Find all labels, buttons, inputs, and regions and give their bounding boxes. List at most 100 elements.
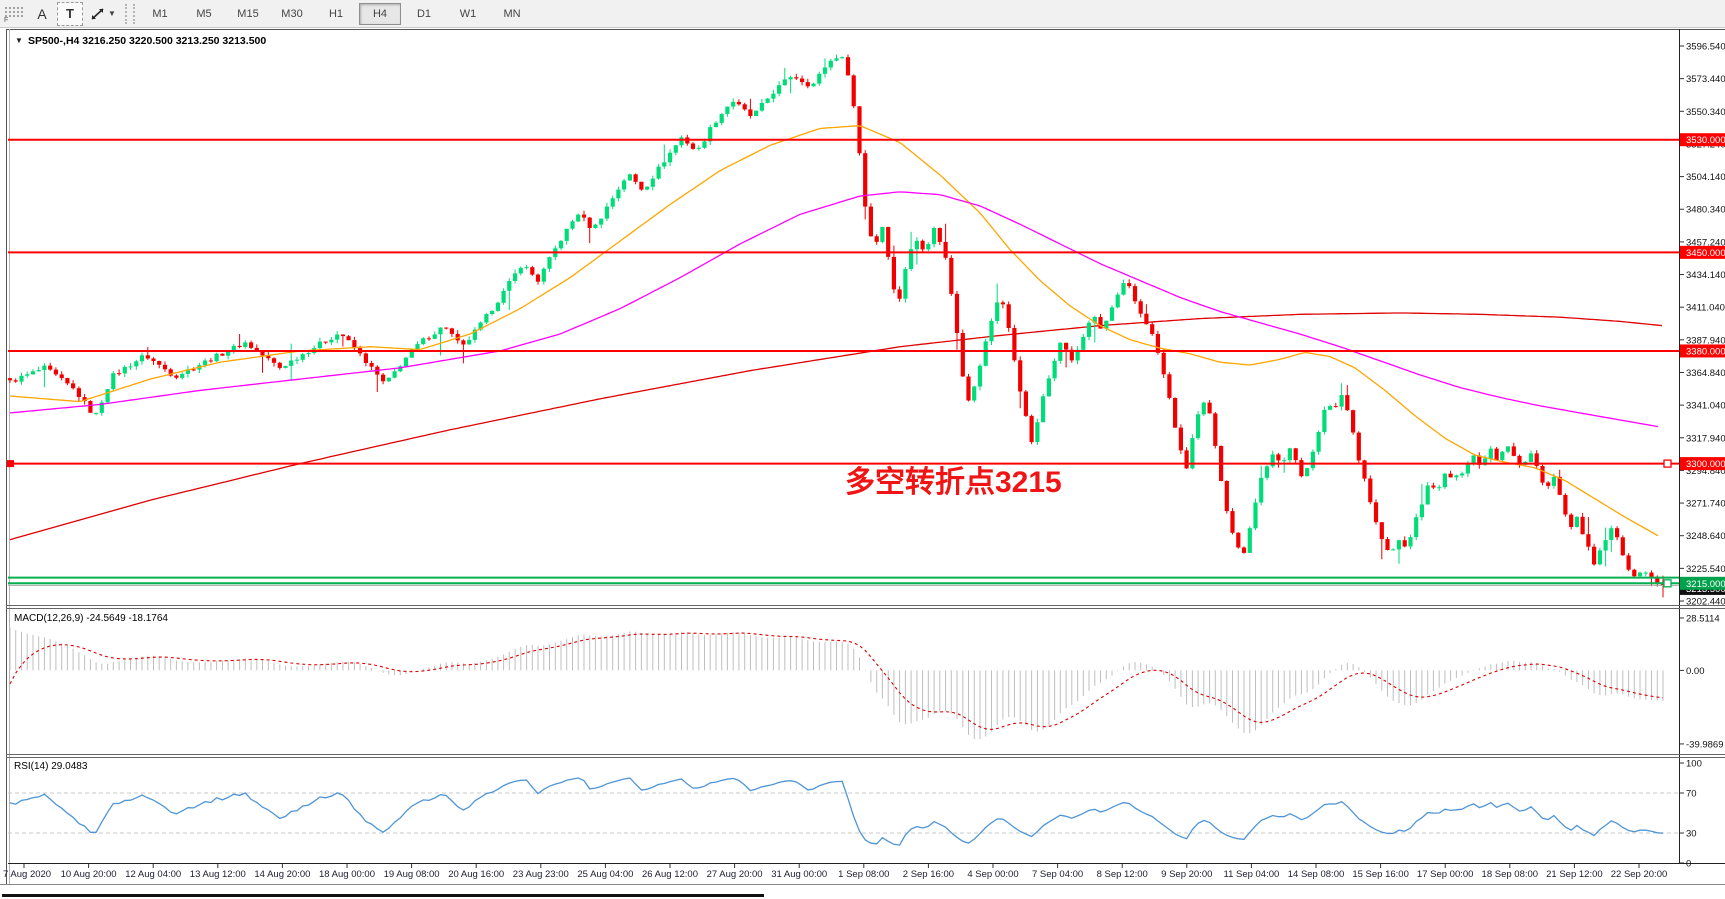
grid-dots-glyph: F (4, 6, 23, 23)
price-axis-label: 3411.040 (1686, 303, 1725, 314)
time-axis-label: 11 Sep 04:00 (1223, 869, 1279, 880)
timeframe-button-w1[interactable]: W1 (459, 7, 477, 20)
time-axis-label: 13 Aug 12:00 (190, 869, 246, 880)
timeframe-button-h4[interactable]: H4 (359, 2, 401, 25)
price-badge-3300.000: 3300.000 (1680, 457, 1725, 471)
timeframe-button-m30[interactable]: M30 (281, 7, 303, 20)
time-axis-label: 25 Aug 04:00 (577, 869, 633, 880)
main-plot-area[interactable] (8, 54, 1679, 598)
timeframe-button-m1[interactable]: M1 (152, 7, 168, 20)
time-axis-label: 12 Aug 04:00 (125, 869, 181, 880)
time-axis-label: 1 Sep 08:00 (838, 869, 889, 880)
time-axis-label: 31 Aug 00:00 (771, 869, 827, 880)
draw-arrows-icon (91, 7, 104, 20)
price-axis-label: 3550.340 (1686, 107, 1725, 118)
panel-splitter-macd[interactable] (6, 605, 1725, 609)
ma-slow-red-line (9, 312, 1663, 541)
macd-axis-label: -39.9869 (1686, 739, 1724, 750)
price-axis-label: 3317.940 (1686, 433, 1725, 444)
time-axis-label: 21 Sep 12:00 (1546, 869, 1603, 880)
draw-tool-button[interactable]: ▼ (85, 2, 121, 26)
time-axis-label: 7 Aug 2020 (3, 869, 51, 880)
macd-axis-label: 0.00 (1686, 666, 1705, 677)
time-axis-label: 8 Sep 12:00 (1097, 869, 1148, 880)
price-axis-label: 3364.840 (1686, 368, 1725, 379)
hline-right-handle[interactable] (1663, 459, 1672, 468)
ma-slow-layer (9, 312, 1663, 541)
candles-layer (8, 54, 1666, 598)
price-axis-label: 3294.840 (1686, 466, 1725, 477)
time-axis-label: 2 Sep 16:00 (903, 869, 954, 880)
svg-text:F: F (4, 17, 8, 23)
time-axis-label: 27 Aug 20:00 (707, 869, 763, 880)
time-axis-label: 9 Sep 20:00 (1161, 869, 1212, 880)
time-axis-label: 18 Aug 00:00 (319, 869, 375, 880)
svg-text:3215.000: 3215.000 (1686, 579, 1725, 590)
svg-text:3450.000: 3450.000 (1686, 248, 1725, 259)
hline-right-handle[interactable] (1663, 579, 1672, 588)
time-axis-label: 17 Sep 00:00 (1417, 869, 1474, 880)
rsi-panel[interactable] (8, 777, 1679, 846)
price-axis-label: 3387.940 (1686, 335, 1725, 346)
time-axis-label: 14 Sep 08:00 (1288, 869, 1345, 880)
panel-splitter-rsi[interactable] (6, 754, 1725, 758)
macd-histogram (9, 627, 1664, 740)
time-axis-label: 20 Aug 16:00 (448, 869, 504, 880)
price-axis-label: 3573.440 (1686, 74, 1725, 85)
price-badge-3215.000: 3215.000 (1680, 576, 1725, 590)
toolbar-grip[interactable] (125, 3, 135, 24)
rsi-indicator-label: RSI(14) 29.0483 (14, 761, 88, 772)
price-badge-3380.000: 3380.000 (1680, 344, 1725, 358)
time-axis-label: 10 Aug 20:00 (61, 869, 117, 880)
rsi-line (9, 777, 1664, 846)
timeframe-button-mn[interactable]: MN (503, 7, 521, 20)
time-axis-label: 7 Sep 04:00 (1032, 869, 1083, 880)
ma-fast-mid-layer (9, 125, 1659, 537)
timeframe-button-h1[interactable]: H1 (328, 7, 344, 20)
price-axis-label: 3457.240 (1686, 237, 1725, 248)
main-plot-overlays (7, 459, 1672, 588)
horizontal-scrollbar-thumb[interactable] (2, 894, 764, 897)
window-borders (6, 29, 1725, 884)
price-axis-label: 3596.540 (1686, 42, 1725, 53)
price-axis-label: 3341.040 (1686, 401, 1725, 412)
macd-panel[interactable] (9, 627, 1664, 740)
time-axis-label: 19 Aug 08:00 (384, 869, 440, 880)
svg-text:3300.000: 3300.000 (1686, 459, 1725, 470)
time-axis-label: 26 Aug 12:00 (642, 869, 698, 880)
timeframe-button-d1[interactable]: D1 (416, 7, 432, 20)
svg-text:3530.000: 3530.000 (1686, 135, 1725, 146)
text-tool-t-button[interactable]: T (57, 1, 83, 26)
price-axis-label: 3225.540 (1686, 564, 1725, 575)
time-axis[interactable]: 7 Aug 2020 10 Aug 20:00 12 Aug 04:00 13 Aug… (3, 863, 1725, 881)
horizontal-lines-layer (8, 138, 1679, 585)
hline-left-handle[interactable] (7, 460, 14, 468)
macd-axis-label: 28.5114 (1686, 613, 1720, 624)
svg-text:3380.000: 3380.000 (1686, 346, 1725, 357)
price-axis[interactable]: 3596.5403573.4403550.3403527.2403504.140… (1680, 42, 1725, 870)
macd-signal-line (9, 632, 1664, 730)
symbol-title: ▼ SP500-,H4 3216.250 3220.500 3213.250 3… (15, 35, 266, 47)
timeframe-button-m5[interactable]: M5 (196, 7, 212, 20)
rsi-axis-label: 30 (1686, 829, 1697, 840)
symbol-dropdown-triangle[interactable]: ▼ (15, 36, 23, 45)
time-axis-label: 23 Aug 23:00 (513, 869, 569, 880)
ma-fast-orange-line (9, 125, 1659, 537)
timeframe-bar: M1 M5 M15 M30 H1 H4 D1 W1 MN (138, 2, 534, 25)
price-badge-3530.000: 3530.000 (1680, 133, 1725, 147)
time-axis-label: 15 Sep 16:00 (1352, 869, 1409, 880)
price-axis-label: 3248.640 (1686, 531, 1725, 542)
text-label-a-button[interactable]: A (37, 5, 47, 22)
macd-indicator-label: MACD(12,26,9) -24.5649 -18.1764 (14, 613, 168, 624)
price-axis-label: 3434.140 (1686, 270, 1725, 281)
chevron-down-icon: ▼ (108, 9, 116, 18)
time-axis-label: 4 Sep 00:00 (967, 869, 1018, 880)
toolbar: F A T ▼ M1 M5 M15 M30 H1 H4 D1 W1 MN (0, 0, 1725, 28)
ma-mid-magenta-line (9, 191, 1659, 428)
grid-dots-icon[interactable]: F (1, 2, 27, 26)
price-axis-label: 3504.140 (1686, 172, 1725, 183)
price-axis-label: 3480.340 (1686, 205, 1725, 216)
chart-annotation-text[interactable]: 多空转折点3215 (845, 466, 1062, 499)
timeframe-button-m15[interactable]: M15 (237, 7, 259, 20)
